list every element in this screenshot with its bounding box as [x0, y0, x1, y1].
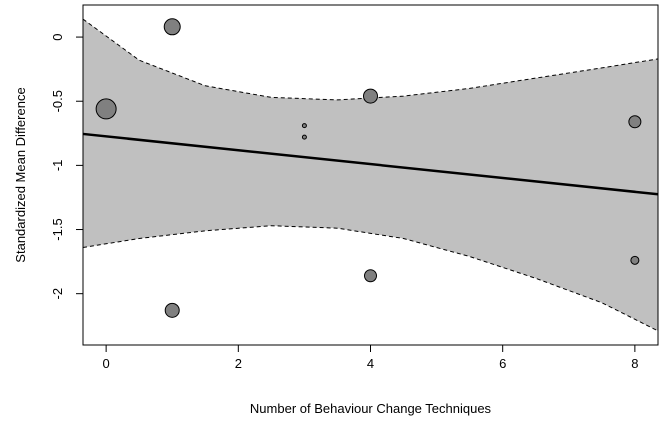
- data-point: [364, 269, 377, 283]
- y-tick-label: -2: [50, 288, 65, 300]
- data-point: [628, 115, 642, 129]
- data-point: [163, 18, 181, 36]
- regression-line: [82, 132, 659, 196]
- x-axis-title: Number of Behaviour Change Techniques: [250, 401, 492, 416]
- confidence-lower-bound: [82, 225, 659, 332]
- x-axis: 0 2 4 6 8: [103, 344, 638, 371]
- y-tick-label: -1.5: [50, 218, 65, 240]
- data-point: [363, 88, 378, 104]
- y-axis: 0 -0.5 -1 -1.5 -2: [50, 33, 84, 300]
- data-point: [301, 123, 307, 129]
- data-point: [301, 134, 307, 140]
- data-point: [164, 302, 180, 318]
- data-point: [95, 98, 117, 120]
- plot-area: [82, 4, 659, 346]
- confidence-band: [83, 19, 658, 331]
- x-tick-label: 8: [631, 356, 638, 371]
- y-tick-label: 0: [50, 33, 65, 40]
- data-points: [95, 18, 642, 318]
- x-tick-label: 6: [499, 356, 506, 371]
- x-tick-label: 0: [103, 356, 110, 371]
- data-point: [630, 255, 640, 265]
- y-tick-label: -1: [50, 160, 65, 172]
- y-tick-label: -0.5: [50, 90, 65, 112]
- y-axis-title: Standardized Mean Difference: [13, 87, 28, 262]
- confidence-upper-bound: [82, 18, 659, 101]
- x-tick-label: 4: [367, 356, 374, 371]
- x-tick-label: 2: [235, 356, 242, 371]
